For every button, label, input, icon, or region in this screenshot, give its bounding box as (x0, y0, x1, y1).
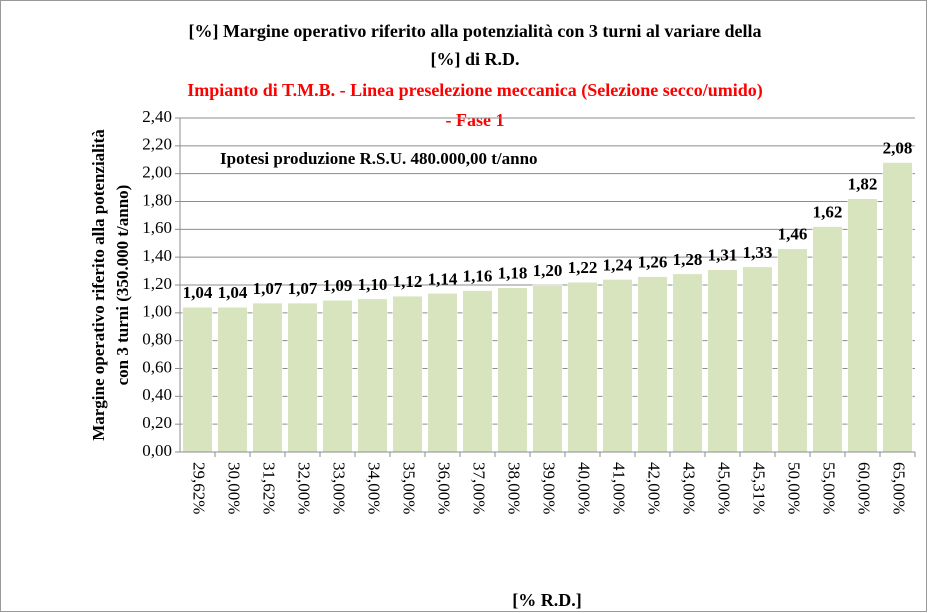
data-label: 1,46 (778, 225, 808, 244)
bar (567, 281, 598, 453)
data-label: 1,07 (288, 279, 318, 298)
x-tick-label: 40,00% (575, 462, 594, 514)
x-tick-label: 55,00% (820, 462, 839, 514)
bar (497, 287, 528, 453)
data-label: 2,08 (883, 138, 913, 157)
y-tick-label: 1,20 (142, 274, 172, 293)
x-tick-label: 41,00% (610, 462, 629, 514)
bar (707, 269, 738, 453)
y-tick-label: 1,40 (142, 246, 172, 265)
x-tick-label: 33,00% (330, 462, 349, 514)
bar (812, 226, 843, 453)
y-tick-label: 1,80 (142, 190, 172, 209)
bar (532, 284, 563, 453)
y-tick-label: 1,00 (142, 302, 172, 321)
x-tick-label: 37,00% (470, 462, 489, 514)
x-tick-label: 38,00% (505, 462, 524, 514)
x-axis-label: [% R.D.] (512, 590, 582, 610)
x-tick-label: 34,00% (365, 462, 384, 514)
bar (322, 300, 353, 453)
data-label: 1,10 (358, 275, 388, 294)
data-label: 1,24 (603, 255, 633, 274)
annotation: Ipotesi produzione R.S.U. 480.000,00 t/a… (220, 149, 538, 168)
x-tick-label: 45,00% (715, 462, 734, 514)
chart-title: [%] di R.D. (431, 49, 520, 69)
x-tick-label: 29,62% (190, 462, 209, 514)
x-tick-label: 35,00% (400, 462, 419, 514)
y-tick-label: 2,40 (142, 107, 172, 126)
y-tick-label: 0,00 (142, 441, 172, 460)
data-label: 1,22 (568, 258, 598, 277)
x-tick-label: 60,00% (855, 462, 874, 514)
x-tick-label: 30,00% (225, 462, 244, 514)
y-tick-label: 0,60 (142, 357, 172, 376)
y-axis-label: con 3 turni (350.000 t/anno) (113, 185, 132, 386)
x-tick-label: 50,00% (785, 462, 804, 514)
bar (742, 266, 773, 453)
bar (357, 298, 388, 453)
data-label: 1,62 (813, 202, 843, 221)
x-tick-label: 32,00% (295, 462, 314, 514)
bar (252, 302, 283, 453)
x-tick-label: 42,00% (645, 462, 664, 514)
data-label: 1,14 (428, 269, 458, 288)
y-tick-label: 2,00 (142, 163, 172, 182)
x-tick-label: 36,00% (435, 462, 454, 514)
data-label: 1,12 (393, 272, 423, 291)
bar (602, 279, 633, 453)
bar (637, 276, 668, 453)
data-label: 1,28 (673, 250, 703, 269)
data-label: 1,09 (323, 276, 353, 295)
data-label: 1,20 (533, 261, 563, 280)
x-tick-label: 65,00% (890, 462, 909, 514)
chart-subtitle: - Fase 1 (446, 110, 505, 130)
y-tick-label: 1,60 (142, 218, 172, 237)
x-tick-label: 45,31% (750, 462, 769, 514)
bar (392, 295, 423, 453)
bar (427, 293, 458, 453)
x-tick-label: 43,00% (680, 462, 699, 514)
data-label: 1,18 (498, 264, 528, 283)
bar (182, 307, 213, 453)
bar (462, 290, 493, 453)
y-axis-label: Margine operativo riferito alla potenzia… (89, 129, 108, 441)
data-label: 1,82 (848, 175, 878, 194)
data-label: 1,26 (638, 253, 668, 272)
bar (882, 162, 913, 453)
data-label: 1,07 (253, 279, 283, 298)
bar (777, 248, 808, 453)
x-tick-label: 31,62% (260, 462, 279, 514)
bar (847, 198, 878, 453)
bar (672, 273, 703, 453)
chart-title: [%] Margine operativo riferito alla pote… (188, 21, 761, 41)
data-label: 1,04 (183, 283, 213, 302)
data-label: 1,33 (743, 243, 773, 262)
data-label: 1,16 (463, 266, 493, 285)
x-tick-label: 39,00% (540, 462, 559, 514)
y-tick-label: 2,20 (142, 135, 172, 154)
y-tick-label: 0,80 (142, 330, 172, 349)
data-label: 1,31 (708, 246, 738, 265)
y-tick-label: 0,40 (142, 385, 172, 404)
data-label: 1,04 (218, 283, 248, 302)
bar (287, 302, 318, 453)
bar (217, 307, 248, 453)
y-tick-label: 0,20 (142, 413, 172, 432)
chart-subtitle: Impianto di T.M.B. - Linea preselezione … (187, 80, 762, 101)
